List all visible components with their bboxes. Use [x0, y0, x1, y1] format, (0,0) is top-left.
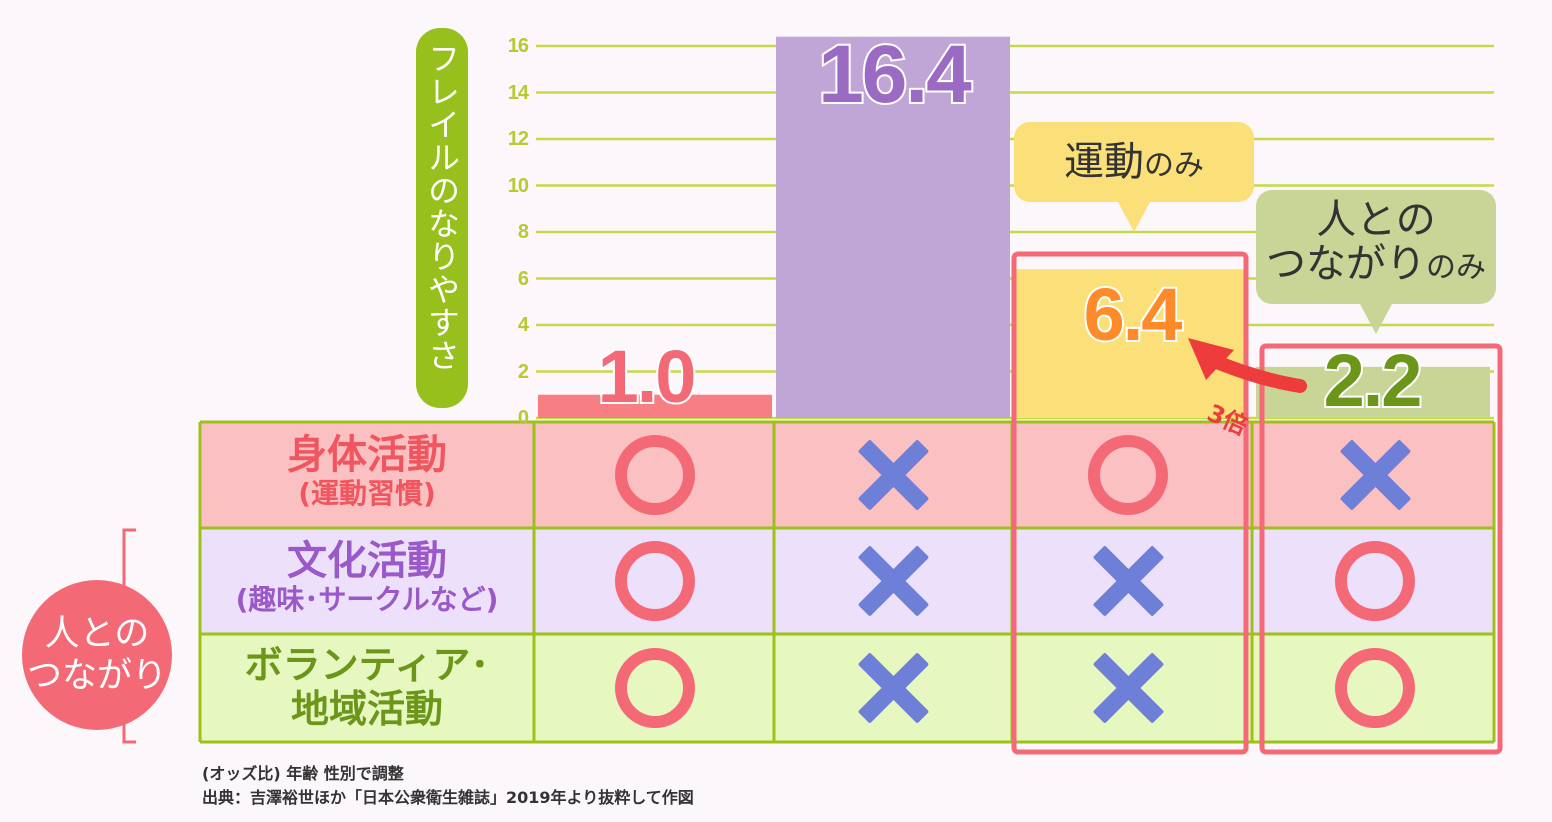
bar-value-label: 2.2: [1322, 339, 1425, 422]
cross-mark: [855, 650, 931, 726]
group-label-line1: 人との: [44, 614, 150, 654]
y-axis-label-box: フレイルのなりやすさ: [416, 28, 468, 408]
row-label-physical-sub: (運動習慣): [298, 477, 436, 510]
cross-mark: [1090, 543, 1166, 619]
highlight-exercise-column: [1011, 251, 1249, 755]
row-label-volunteer-main: ボランティア･: [244, 643, 490, 687]
circle-mark: [1088, 435, 1168, 515]
y-axis-label: フレイルのなりやすさ: [423, 42, 461, 372]
group-label-social-connection: 人との つながり: [22, 580, 172, 730]
circle-mark: [615, 541, 695, 621]
bar: [538, 394, 772, 418]
circle-mark: [1335, 541, 1415, 621]
row-label-physical-main: 身体活動: [287, 432, 447, 478]
cross-mark: [1337, 437, 1413, 513]
y-tick-label: 10: [507, 174, 529, 197]
callout-exercise-small: のみ: [1144, 148, 1204, 183]
y-tick-label: 8: [517, 221, 529, 243]
callout-social-main: つながり: [1266, 241, 1426, 287]
y-tick-label: 4: [517, 314, 529, 336]
table-row-bg: [200, 528, 1494, 634]
circle-mark: [615, 435, 695, 515]
row-label-cultural: 文化活動 (趣味･サークルなど): [200, 538, 534, 616]
y-tick-label: 6: [517, 267, 529, 290]
row-label-cultural-sub: (趣味･サークルなど): [235, 583, 499, 616]
bar-value-label: 1.0: [596, 335, 699, 418]
bar-value-label: 16.4: [816, 29, 974, 120]
callout-tail: [1118, 202, 1150, 232]
bar: [1256, 366, 1490, 418]
footnote-odds: (オッズ比) 年齢 性別で調整: [202, 764, 404, 783]
highlight-social-column: [1259, 343, 1503, 755]
row-label-volunteer: ボランティア･ 地域活動: [200, 643, 534, 731]
row-label-cultural-main: 文化活動: [287, 538, 447, 584]
cross-mark: [855, 543, 931, 619]
cross-mark: [1090, 650, 1166, 726]
circle-mark: [1335, 648, 1415, 728]
y-tick-label: 12: [507, 128, 529, 150]
row-label-physical: 身体活動 (運動習慣): [200, 432, 534, 510]
footnote-source: 出典：吉澤裕世ほか「日本公衆衛生雑誌」2019年より抜粋して作図: [202, 788, 694, 807]
y-tick-label: 0: [517, 407, 529, 429]
callout-exercise-only: 運動のみ: [1014, 122, 1254, 232]
ratio-arrow-head: [1188, 338, 1234, 380]
callout-social-small: のみ: [1426, 250, 1486, 285]
circle-mark: [615, 648, 695, 728]
y-tick-label: 14: [507, 81, 529, 104]
y-tick-label: 2: [517, 360, 529, 383]
callout-social-line1: 人との: [1316, 197, 1436, 243]
cross-mark: [855, 437, 931, 513]
row-label-volunteer-sub: 地域活動: [290, 686, 443, 731]
y-tick-label: 16: [507, 35, 529, 57]
table-row-bg: [200, 422, 1494, 528]
callout-exercise-main: 運動: [1064, 139, 1144, 185]
callout-tail: [1360, 304, 1392, 334]
bar: [776, 36, 1010, 418]
bar-value-label: 6.4: [1082, 273, 1185, 356]
callout-social-only: 人との つながりのみ: [1256, 190, 1496, 334]
table-row-bg: [200, 634, 1494, 742]
group-label-line2: つながり: [26, 656, 167, 696]
